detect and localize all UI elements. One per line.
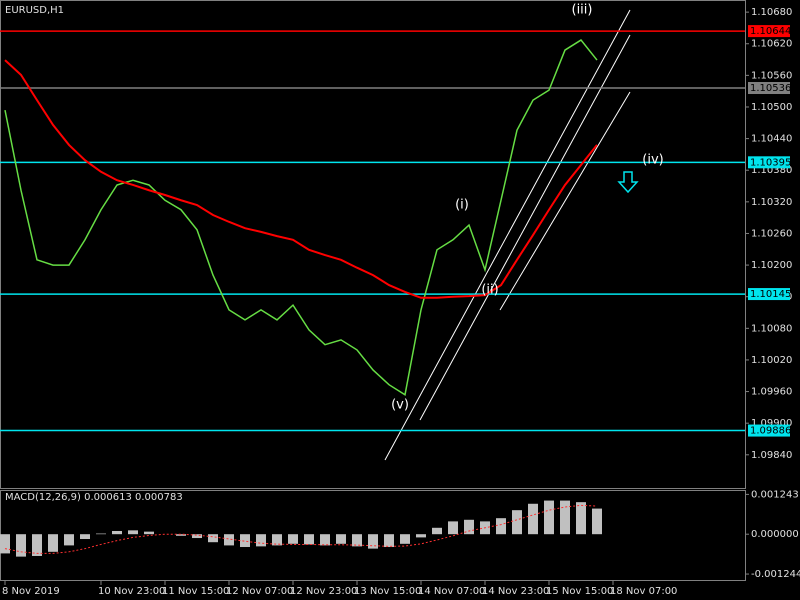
x-tick-label: 14 Nov 23:00 bbox=[482, 586, 549, 597]
histogram-bar bbox=[416, 534, 426, 538]
y-tick-label: 0.000000 bbox=[751, 529, 799, 540]
histogram-bar bbox=[432, 527, 442, 535]
histogram-bar bbox=[384, 534, 394, 548]
y-tick-label: 1.10080 bbox=[751, 323, 792, 334]
histogram-bar bbox=[288, 534, 298, 544]
histogram-bar bbox=[112, 530, 122, 535]
x-tick-label: 18 Nov 07:00 bbox=[610, 586, 677, 597]
y-tick-label: 1.10320 bbox=[751, 197, 792, 208]
histogram-bar bbox=[544, 500, 554, 535]
price-level-label: 1.10395 bbox=[750, 157, 791, 168]
histogram-bar bbox=[128, 530, 138, 535]
histogram-bar bbox=[320, 534, 330, 546]
price-level-label: 1.10145 bbox=[750, 289, 791, 300]
histogram-bar bbox=[496, 518, 506, 535]
y-tick-label: 1.10560 bbox=[751, 70, 792, 81]
histogram-bar bbox=[48, 534, 58, 552]
histogram-bar bbox=[464, 519, 474, 535]
y-tick-label: 1.10380 bbox=[751, 165, 792, 176]
histogram-bar bbox=[400, 534, 410, 544]
x-tick-label: 10 Nov 23:00 bbox=[98, 586, 165, 597]
histogram-bar bbox=[512, 510, 522, 535]
histogram-bar bbox=[272, 534, 282, 546]
wave-label: (ii) bbox=[481, 283, 498, 298]
histogram-bar bbox=[256, 534, 266, 547]
price-line bbox=[4, 39, 598, 396]
x-tick-label: 13 Nov 15:00 bbox=[354, 586, 421, 597]
histogram-bar bbox=[176, 534, 186, 536]
price-level-label: 1.09886 bbox=[750, 426, 791, 437]
histogram-bar bbox=[576, 502, 586, 535]
x-tick-label: 8 Nov 2019 bbox=[2, 586, 60, 597]
histogram-bar bbox=[528, 503, 538, 535]
histogram-bar bbox=[32, 534, 42, 556]
histogram-bar bbox=[0, 534, 10, 554]
histogram-bar bbox=[64, 534, 74, 546]
price-panel bbox=[0, 0, 746, 489]
wave-label: (i) bbox=[455, 198, 469, 213]
histogram-bar bbox=[560, 500, 570, 535]
wave-label: (iv) bbox=[642, 153, 663, 168]
x-tick-label: 14 Nov 07:00 bbox=[418, 586, 485, 597]
x-tick-label: 12 Nov 23:00 bbox=[290, 586, 357, 597]
x-tick-label: 15 Nov 15:00 bbox=[546, 586, 613, 597]
histogram-bar bbox=[352, 534, 362, 547]
y-tick-label: 1.10680 bbox=[751, 7, 792, 18]
y-tick-label: -0.001244 bbox=[751, 569, 800, 580]
channel-line bbox=[384, 9, 631, 461]
histogram-bar bbox=[240, 534, 250, 548]
histogram-bar bbox=[208, 534, 218, 543]
x-tick-label: 11 Nov 15:00 bbox=[162, 586, 229, 597]
price-level-box bbox=[748, 424, 790, 437]
y-tick-label: 1.10500 bbox=[751, 102, 792, 113]
chart-title: EURUSD,H1 bbox=[5, 5, 64, 16]
y-tick-label: 1.10260 bbox=[751, 228, 792, 239]
wave-label: (v) bbox=[391, 398, 409, 413]
histogram-bar bbox=[336, 534, 346, 544]
price-level-box bbox=[748, 25, 790, 38]
histogram-bar bbox=[224, 534, 234, 546]
price-level-box bbox=[748, 82, 790, 95]
y-tick-label: 1.10440 bbox=[751, 134, 792, 145]
wave-label: (iii) bbox=[572, 3, 593, 18]
histogram-bar bbox=[592, 508, 602, 535]
channel-line bbox=[419, 34, 631, 421]
histogram-bar bbox=[80, 534, 90, 540]
y-tick-label: 0.001243 bbox=[751, 489, 799, 500]
signal-line bbox=[4, 504, 598, 554]
channel-lines bbox=[384, 9, 631, 461]
down-arrow bbox=[617, 171, 639, 194]
moving-average-line bbox=[4, 59, 598, 299]
x-tick-label: 12 Nov 07:00 bbox=[226, 586, 293, 597]
y-tick-label: 1.10200 bbox=[751, 260, 792, 271]
histogram-bar bbox=[304, 534, 314, 545]
price-level-label: 1.10536 bbox=[750, 83, 791, 94]
macd-title: MACD(12,26,9) 0.000613 0.000783 bbox=[5, 492, 183, 503]
price-level-label: 1.10644 bbox=[750, 26, 791, 37]
histogram-bar bbox=[192, 534, 202, 539]
price-level-box bbox=[748, 288, 790, 301]
histogram-bar bbox=[368, 534, 378, 549]
channel-line bbox=[499, 91, 631, 311]
y-tick-label: 1.09960 bbox=[751, 387, 792, 398]
y-tick-label: 1.09840 bbox=[751, 450, 792, 461]
histogram-bar bbox=[448, 521, 458, 535]
y-tick-label: 1.09900 bbox=[751, 418, 792, 429]
histogram-bar bbox=[96, 533, 106, 535]
y-tick-label: 1.10620 bbox=[751, 39, 792, 50]
price-level-box bbox=[748, 156, 790, 169]
histogram-bar bbox=[144, 531, 154, 535]
y-tick-label: 1.10020 bbox=[751, 355, 792, 366]
histogram-bar bbox=[16, 534, 26, 557]
